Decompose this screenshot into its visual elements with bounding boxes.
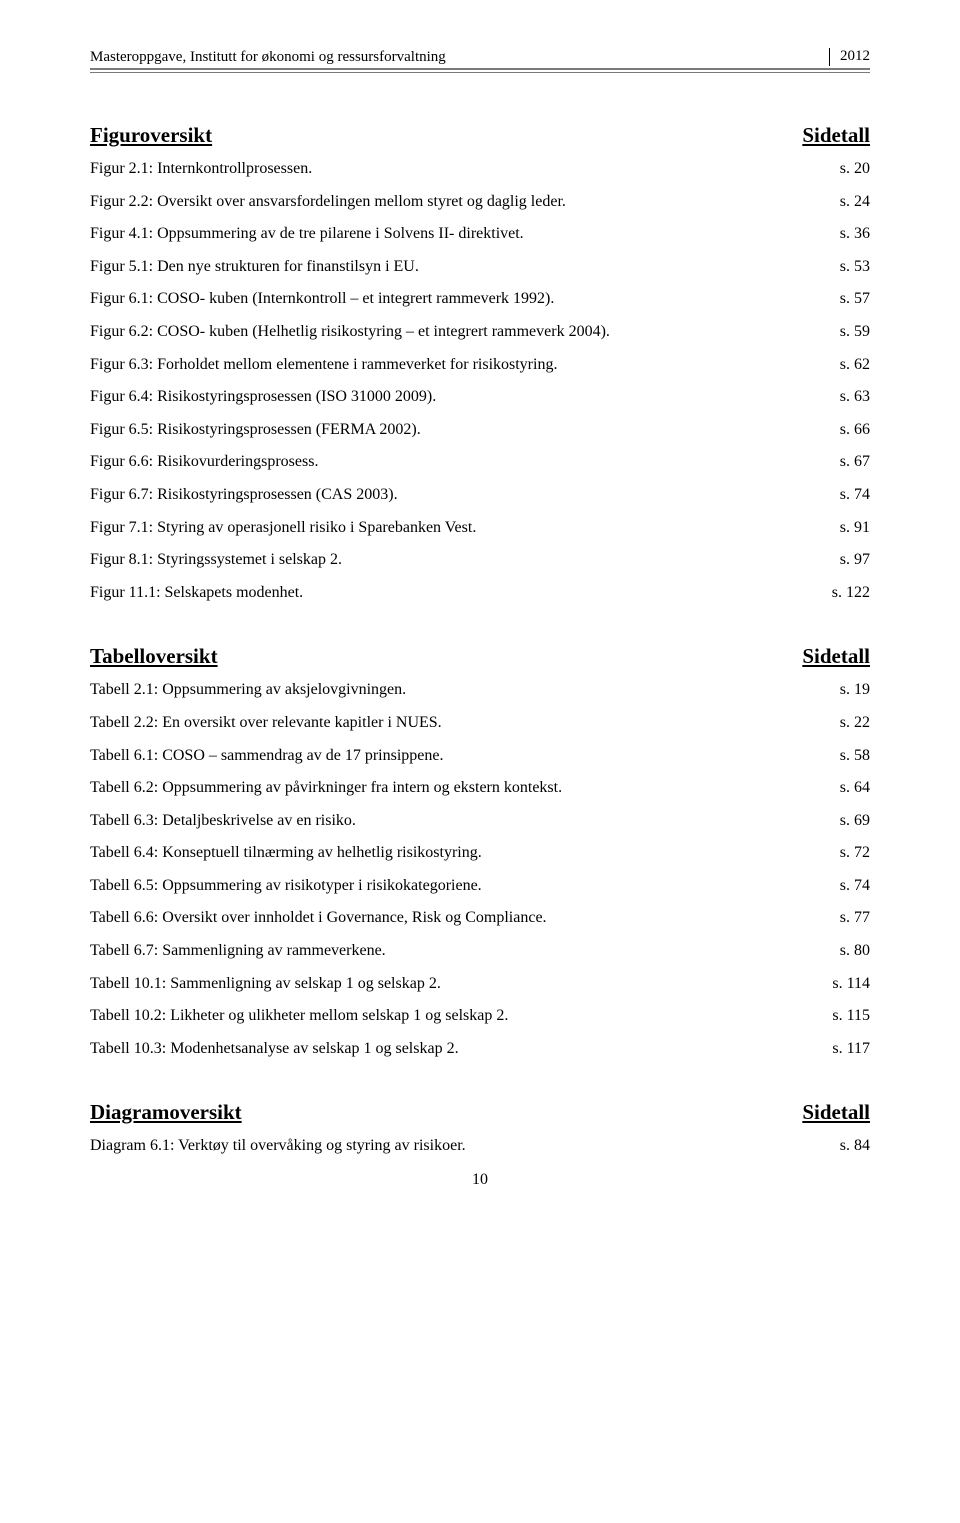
list-item-page: s. 66: [840, 419, 870, 441]
list-item-label: Tabell 6.5: Oppsummering av risikotyper …: [90, 875, 840, 897]
list-item-label: Tabell 6.7: Sammenligning av rammeverken…: [90, 940, 840, 962]
list-item-label: Tabell 10.2: Likheter og ulikheter mello…: [90, 1005, 832, 1027]
sections-container: Figuroversikt Sidetall Figur 2.1: Internko…: [90, 123, 870, 1157]
list-item-page: s. 72: [840, 842, 870, 864]
list-item-page: s. 67: [840, 451, 870, 473]
list-item-page: s. 84: [840, 1135, 870, 1157]
list-item: Figur 6.1: COSO- kuben (Internkontroll –…: [90, 288, 870, 310]
list-item-page: s. 57: [840, 288, 870, 310]
list-item: Figur 2.2: Oversikt over ansvarsfordelin…: [90, 191, 870, 213]
list-item: Tabell 6.4: Konseptuell tilnærming av he…: [90, 842, 870, 864]
list-item-page: s. 115: [832, 1005, 870, 1027]
list-item: Tabell 6.2: Oppsummering av påvirkninger…: [90, 777, 870, 799]
list-item-label: Figur 6.1: COSO- kuben (Internkontroll –…: [90, 288, 840, 310]
section-heading-row: Tabelloversikt Sidetall: [90, 644, 870, 669]
section-heading-row: Diagramoversikt Sidetall: [90, 1100, 870, 1125]
section-heading-row: Figuroversikt Sidetall: [90, 123, 870, 148]
section-page-header: Sidetall: [802, 123, 870, 148]
list-item-label: Figur 4.1: Oppsummering av de tre pilare…: [90, 223, 840, 245]
list-item: Tabell 6.6: Oversikt over innholdet i Go…: [90, 907, 870, 929]
list-item: Figur 2.1: Internkontrollprosessen.s. 20: [90, 158, 870, 180]
list-item-label: Figur 11.1: Selskapets modenhet.: [90, 582, 832, 604]
section-gap: [90, 614, 870, 632]
page-number: 10: [90, 1171, 870, 1189]
list-item-page: s. 97: [840, 549, 870, 571]
list-item: Figur 6.4: Risikostyringsprosessen (ISO …: [90, 386, 870, 408]
page-header: Masteroppgave, Institutt for økonomi og …: [90, 48, 870, 66]
list-item-page: s. 80: [840, 940, 870, 962]
list-item: Figur 6.2: COSO- kuben (Helhetlig risiko…: [90, 321, 870, 343]
list-item-label: Figur 6.3: Forholdet mellom elementene i…: [90, 354, 840, 376]
list-item-page: s. 74: [840, 484, 870, 506]
list-item-label: Figur 7.1: Styring av operasjonell risik…: [90, 517, 840, 539]
list-item-page: s. 19: [840, 679, 870, 701]
list-item: Tabell 6.3: Detaljbeskrivelse av en risi…: [90, 810, 870, 832]
section-page-header: Sidetall: [802, 644, 870, 669]
list-item-page: s. 22: [840, 712, 870, 734]
section-title: Diagramoversikt: [90, 1100, 242, 1125]
list-item-page: s. 24: [840, 191, 870, 213]
list-item-page: s. 64: [840, 777, 870, 799]
list-item: Diagram 6.1: Verktøy til overvåking og s…: [90, 1135, 870, 1157]
list-item: Tabell 2.2: En oversikt over relevante k…: [90, 712, 870, 734]
list-item: Tabell 10.3: Modenhetsanalyse av selskap…: [90, 1038, 870, 1060]
list-item-label: Figur 2.1: Internkontrollprosessen.: [90, 158, 840, 180]
list-item: Tabell 6.7: Sammenligning av rammeverken…: [90, 940, 870, 962]
list-item: Figur 6.7: Risikostyringsprosessen (CAS …: [90, 484, 870, 506]
list-item: Figur 11.1: Selskapets modenhet.s. 122: [90, 582, 870, 604]
list-item-page: s. 74: [840, 875, 870, 897]
list-item-page: s. 36: [840, 223, 870, 245]
list-item-label: Tabell 6.4: Konseptuell tilnærming av he…: [90, 842, 840, 864]
list-item: Figur 6.6: Risikovurderingsprosess.s. 67: [90, 451, 870, 473]
list-item-page: s. 91: [840, 517, 870, 539]
header-year: 2012: [829, 48, 870, 66]
list-item-label: Figur 8.1: Styringssystemet i selskap 2.: [90, 549, 840, 571]
list-item-label: Tabell 6.1: COSO – sammendrag av de 17 p…: [90, 745, 840, 767]
list-item-label: Figur 6.2: COSO- kuben (Helhetlig risiko…: [90, 321, 840, 343]
list-item: Tabell 10.2: Likheter og ulikheter mello…: [90, 1005, 870, 1027]
list-item: Tabell 2.1: Oppsummering av aksjelovgivn…: [90, 679, 870, 701]
list-item-page: s. 20: [840, 158, 870, 180]
list-item-page: s. 117: [832, 1038, 870, 1060]
list-item: Figur 8.1: Styringssystemet i selskap 2.…: [90, 549, 870, 571]
list-item-label: Tabell 2.2: En oversikt over relevante k…: [90, 712, 840, 734]
list-item: Figur 4.1: Oppsummering av de tre pilare…: [90, 223, 870, 245]
list-item-page: s. 114: [832, 973, 870, 995]
list-item-page: s. 69: [840, 810, 870, 832]
list-item-label: Figur 5.1: Den nye strukturen for finans…: [90, 256, 840, 278]
list-item-label: Diagram 6.1: Verktøy til overvåking og s…: [90, 1135, 840, 1157]
list-item-label: Tabell 2.1: Oppsummering av aksjelovgivn…: [90, 679, 840, 701]
list-item: Tabell 6.5: Oppsummering av risikotyper …: [90, 875, 870, 897]
list-item-label: Figur 6.7: Risikostyringsprosessen (CAS …: [90, 484, 840, 506]
list-item: Figur 7.1: Styring av operasjonell risik…: [90, 517, 870, 539]
section-page-header: Sidetall: [802, 1100, 870, 1125]
list-item-page: s. 62: [840, 354, 870, 376]
header-title: Masteroppgave, Institutt for økonomi og …: [90, 49, 446, 66]
list-item-label: Tabell 6.3: Detaljbeskrivelse av en risi…: [90, 810, 840, 832]
list-item-label: Figur 6.5: Risikostyringsprosessen (FERM…: [90, 419, 840, 441]
list-item: Figur 6.3: Forholdet mellom elementene i…: [90, 354, 870, 376]
header-rule-thick: [90, 68, 870, 70]
list-item-label: Figur 6.4: Risikostyringsprosessen (ISO …: [90, 386, 840, 408]
section-title: Tabelloversikt: [90, 644, 218, 669]
list-item-label: Tabell 6.2: Oppsummering av påvirkninger…: [90, 777, 840, 799]
list-item-page: s. 63: [840, 386, 870, 408]
list-item-page: s. 58: [840, 745, 870, 767]
section-title: Figuroversikt: [90, 123, 212, 148]
list-item: Tabell 10.1: Sammenligning av selskap 1 …: [90, 973, 870, 995]
header-rule-thin: [90, 72, 870, 73]
list-item-label: Tabell 6.6: Oversikt over innholdet i Go…: [90, 907, 840, 929]
list-item-label: Figur 2.2: Oversikt over ansvarsfordelin…: [90, 191, 840, 213]
list-item-label: Figur 6.6: Risikovurderingsprosess.: [90, 451, 840, 473]
list-item-label: Tabell 10.1: Sammenligning av selskap 1 …: [90, 973, 832, 995]
list-item-page: s. 53: [840, 256, 870, 278]
list-item-page: s. 122: [832, 582, 870, 604]
list-item-label: Tabell 10.3: Modenhetsanalyse av selskap…: [90, 1038, 832, 1060]
list-item-page: s. 59: [840, 321, 870, 343]
list-item: Figur 6.5: Risikostyringsprosessen (FERM…: [90, 419, 870, 441]
section-gap: [90, 1070, 870, 1088]
list-item-page: s. 77: [840, 907, 870, 929]
list-item: Figur 5.1: Den nye strukturen for finans…: [90, 256, 870, 278]
list-item: Tabell 6.1: COSO – sammendrag av de 17 p…: [90, 745, 870, 767]
